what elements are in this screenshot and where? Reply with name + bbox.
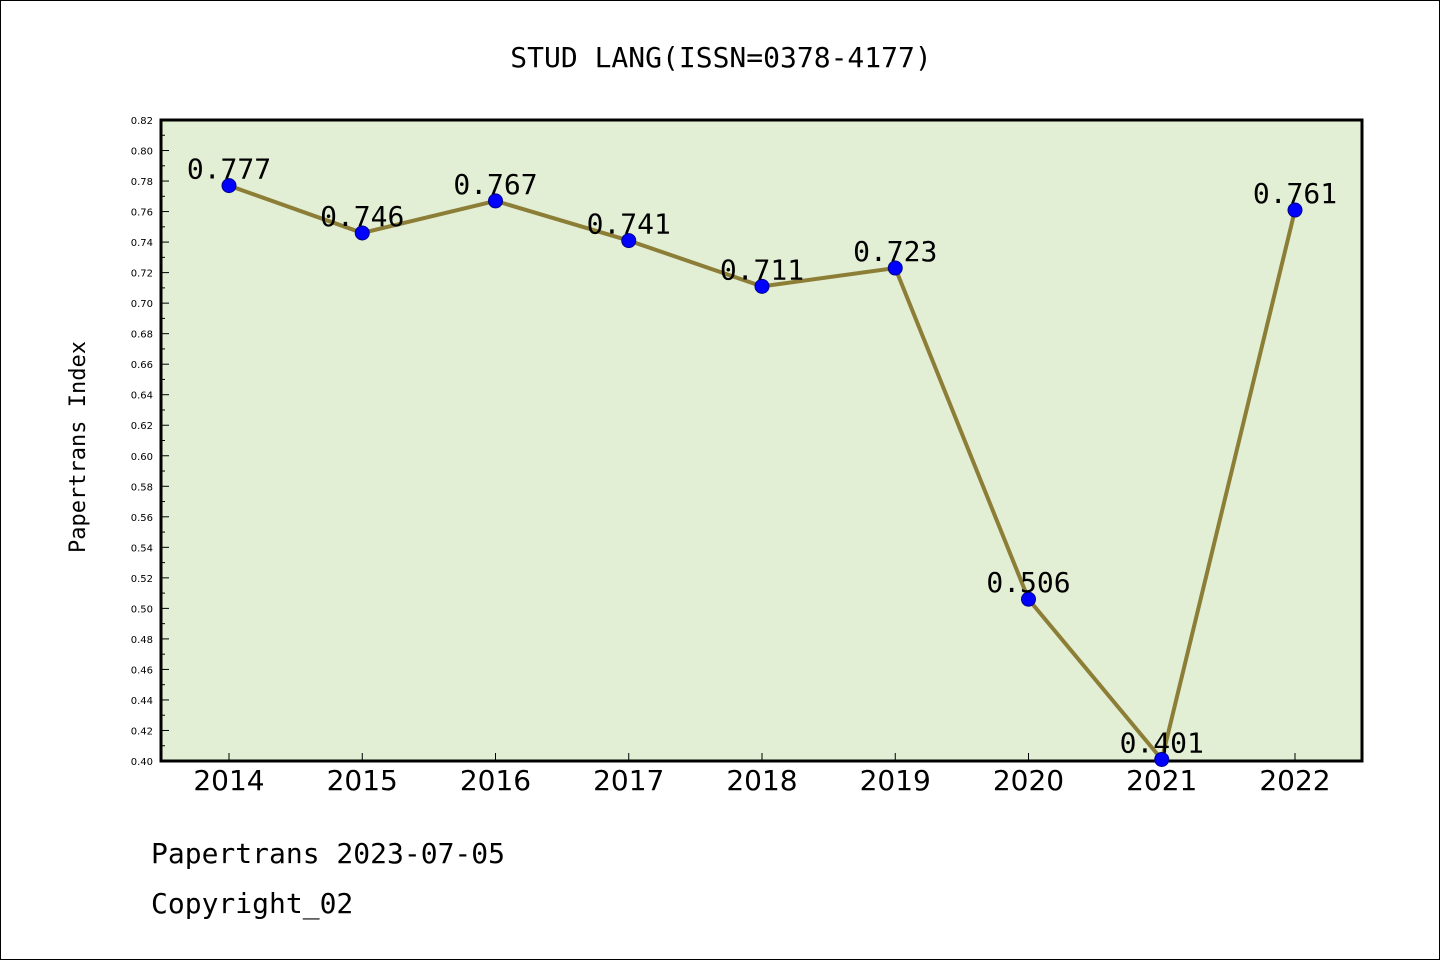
- y-tick-label: 0.72: [131, 269, 153, 280]
- data-point: [1154, 751, 1170, 767]
- y-tick-label: 0.50: [131, 604, 153, 615]
- x-axis: 2014 2015 2016 2017 2018 2019 2020 2021 2022: [193, 753, 1331, 797]
- data-point: [354, 225, 370, 241]
- x-tick-label: 2021: [1126, 764, 1197, 797]
- x-tick-label: 2018: [726, 764, 797, 797]
- y-tick-label: 0.78: [131, 177, 153, 188]
- data-point: [754, 278, 770, 294]
- data-label: 0.401: [1120, 726, 1204, 759]
- data-label: 0.506: [986, 566, 1070, 599]
- data-point: [621, 233, 637, 249]
- data-point: [1287, 202, 1303, 218]
- data-label: 0.746: [320, 200, 404, 233]
- y-tick-label: 0.68: [131, 330, 153, 341]
- y-tick-label: 0.66: [131, 360, 153, 371]
- y-tick-label: 0.46: [131, 665, 153, 676]
- data-point: [1021, 591, 1036, 607]
- footer-source: Papertrans 2023-07-05: [151, 837, 506, 870]
- data-label: 0.741: [587, 208, 671, 241]
- y-tick-label: 0.44: [131, 696, 153, 707]
- x-tick-label: 2019: [860, 764, 931, 797]
- data-label: 0.723: [853, 235, 937, 268]
- y-tick-label: 0.48: [131, 635, 153, 646]
- series-layer: 0.777 0.746 0.767 0.741 0.711 0.723 0.506 0.401…: [187, 153, 1337, 767]
- y-tick-label: 0.58: [131, 482, 153, 493]
- y-tick-label: 0.82: [131, 116, 153, 127]
- y-tick-label: 0.56: [131, 513, 153, 524]
- y-tick-label: 0.40: [131, 757, 153, 768]
- x-tick-label: 2014: [193, 764, 264, 797]
- y-tick-label: 0.42: [131, 726, 153, 737]
- y-tick-label: 0.74: [131, 238, 153, 249]
- y-axis-label: Papertrans Index: [66, 341, 91, 553]
- y-tick-label: 0.60: [131, 452, 153, 463]
- data-label: 0.767: [453, 168, 537, 201]
- y-tick-label: 0.80: [131, 147, 153, 158]
- data-point: [221, 178, 237, 194]
- x-tick-label: 2022: [1259, 764, 1330, 797]
- data-label: 0.761: [1253, 177, 1337, 210]
- y-tick-label: 0.70: [131, 299, 153, 310]
- x-tick-label: 2020: [993, 764, 1064, 797]
- data-label: 0.777: [187, 153, 271, 186]
- data-point: [887, 260, 903, 276]
- y-axis: 0.40 0.42 0.44 0.46 0.48 0.50 0.52 0.54 0.56 0.58…: [131, 116, 169, 768]
- y-tick-label: 0.52: [131, 574, 153, 585]
- data-label: 0.711: [720, 253, 804, 286]
- chart-title: STUD LANG(ISSN=0378-4177): [510, 41, 931, 74]
- x-tick-label: 2016: [460, 764, 531, 797]
- y-tick-label: 0.62: [131, 421, 153, 432]
- y-tick-label: 0.54: [131, 543, 153, 554]
- y-tick-label: 0.64: [131, 391, 153, 402]
- footer-copyright: Copyright_02: [151, 887, 354, 920]
- x-tick-label: 2017: [593, 764, 664, 797]
- x-tick-label: 2015: [327, 764, 398, 797]
- y-tick-label: 0.76: [131, 208, 153, 219]
- data-point: [488, 193, 503, 209]
